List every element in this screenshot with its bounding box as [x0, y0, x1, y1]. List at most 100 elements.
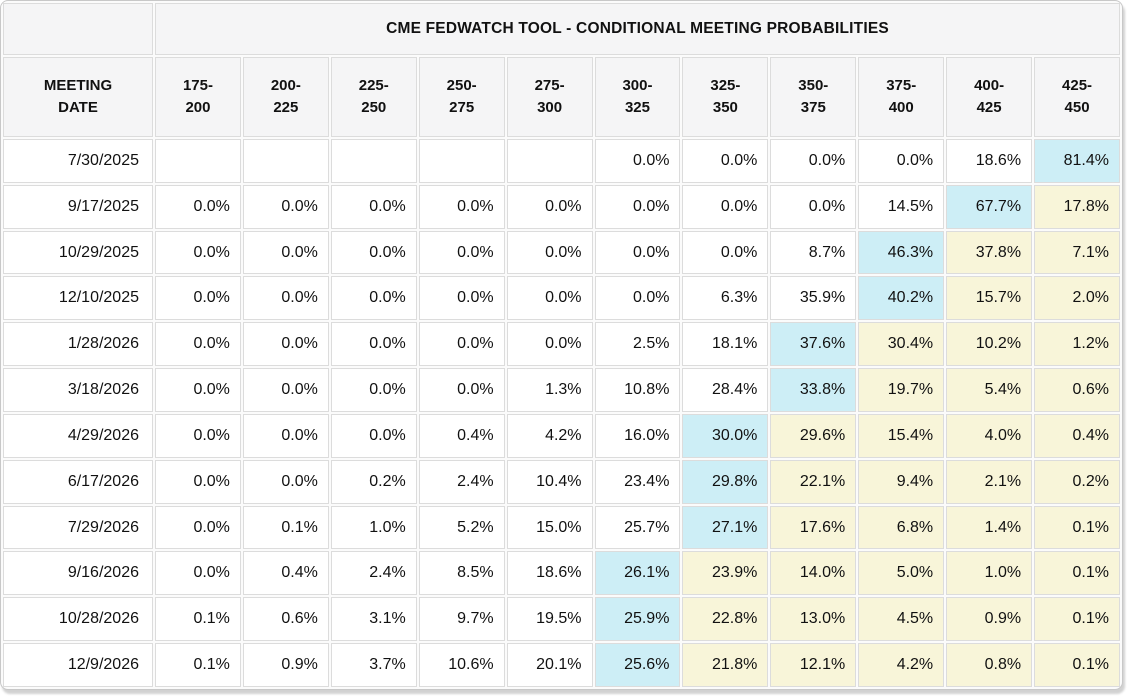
rate-range-header: 325- 350: [682, 57, 769, 137]
probability-cell: 23.9%: [682, 551, 769, 596]
probability-cell: 12.1%: [770, 643, 857, 687]
table-row: 1/28/2026 0.0% 0.0% 0.0% 0.0% 0.0% 2.5% 18.1% 37…: [3, 322, 1120, 367]
meeting-date-cell: 10/29/2025: [3, 230, 153, 275]
probability-cell: 0.4%: [418, 413, 505, 458]
probability-cell: 1.3%: [506, 368, 593, 412]
probability-cell: 0.2%: [1034, 459, 1120, 504]
probability-cell: 3.7%: [330, 643, 417, 687]
table-row: 10/29/2025 0.0% 0.0% 0.0% 0.0% 0.0% 0.0% 0.0% 8.…: [3, 230, 1120, 275]
probability-cell: 0.0%: [506, 184, 593, 229]
probability-cell: 16.0%: [594, 413, 681, 458]
probability-cell: 0.0%: [858, 139, 945, 183]
probability-cell: 29.8%: [682, 459, 769, 504]
probability-cell: 46.3%: [858, 230, 945, 275]
probability-cell: 81.4%: [1034, 139, 1120, 183]
probability-cell: 29.6%: [770, 413, 857, 458]
probability-cell: 0.9%: [242, 643, 329, 687]
probability-cell: 0.0%: [330, 413, 417, 458]
probability-cell: 0.0%: [155, 322, 241, 367]
probability-cell: 0.4%: [1034, 413, 1120, 458]
probability-cell: 37.6%: [770, 322, 857, 367]
probability-cell: 5.4%: [946, 368, 1033, 412]
probability-cell: 0.0%: [155, 276, 241, 321]
probability-cell: 4.2%: [858, 643, 945, 687]
probability-cell: 10.2%: [946, 322, 1033, 367]
probability-cell: 5.0%: [858, 551, 945, 596]
probability-cell: 2.5%: [594, 322, 681, 367]
probability-cell: 3.1%: [330, 597, 417, 642]
probability-cell: 67.7%: [946, 184, 1033, 229]
probability-cell: [155, 139, 241, 183]
probability-cell: 4.2%: [506, 413, 593, 458]
probability-cell: 0.0%: [155, 230, 241, 275]
rate-range-header: 275- 300: [506, 57, 593, 137]
table-row: 12/10/2025 0.0% 0.0% 0.0% 0.0% 0.0% 0.0% 6.3% 35…: [3, 276, 1120, 321]
probability-cell: 30.0%: [682, 413, 769, 458]
probability-cell: 2.0%: [1034, 276, 1120, 321]
probability-cell: 0.0%: [155, 184, 241, 229]
probability-cell: 9.7%: [418, 597, 505, 642]
probability-cell: 23.4%: [594, 459, 681, 504]
probability-cell: 25.6%: [594, 643, 681, 687]
probability-cell: 0.1%: [155, 643, 241, 687]
probability-cell: 0.0%: [594, 139, 681, 183]
probability-cell: 15.0%: [506, 505, 593, 550]
probability-cell: 0.0%: [418, 368, 505, 412]
meeting-date-cell: 6/17/2026: [3, 459, 153, 504]
probability-cell: 15.4%: [858, 413, 945, 458]
rate-range-header: 350- 375: [770, 57, 857, 137]
probability-cell: 0.0%: [506, 322, 593, 367]
probability-cell: 0.0%: [506, 276, 593, 321]
table-row: 10/28/2026 0.1% 0.6% 3.1% 9.7% 19.5% 25.9% 22.8…: [3, 597, 1120, 642]
rate-range-header: 300- 325: [594, 57, 681, 137]
probability-cell: 0.0%: [155, 459, 241, 504]
table-row: 7/29/2026 0.0% 0.1% 1.0% 5.2% 15.0% 25.7% 27.1%…: [3, 505, 1120, 550]
corner-cell: [3, 3, 153, 55]
meeting-date-cell: 12/9/2026: [3, 643, 153, 687]
probability-cell: 18.1%: [682, 322, 769, 367]
table-row: 3/18/2026 0.0% 0.0% 0.0% 0.0% 1.3% 10.8% 28.4% 3…: [3, 368, 1120, 412]
table-row: 7/30/2025 0.0% 0.0% 0.0% 0.0% 18.6% 81.4%: [3, 139, 1120, 183]
probability-cell: 0.0%: [242, 368, 329, 412]
probability-cell: 1.0%: [946, 551, 1033, 596]
table-title: CME FEDWATCH TOOL - CONDITIONAL MEETING …: [155, 3, 1120, 55]
probability-cell: 1.4%: [946, 505, 1033, 550]
probability-cell: 0.0%: [330, 276, 417, 321]
probability-cell: 10.4%: [506, 459, 593, 504]
probability-cell: 0.0%: [330, 184, 417, 229]
probability-cell: [242, 139, 329, 183]
probability-cell: 0.0%: [418, 230, 505, 275]
probability-cell: 0.1%: [1034, 505, 1120, 550]
probability-cell: 0.1%: [242, 505, 329, 550]
probability-cell: 18.6%: [946, 139, 1033, 183]
probability-cell: 19.5%: [506, 597, 593, 642]
column-header-row: MEETING DATE 175- 200 200- 225 225- 250 250- 275 2…: [3, 57, 1120, 137]
probability-cell: 0.1%: [1034, 643, 1120, 687]
table-row: 6/17/2026 0.0% 0.0% 0.2% 2.4% 10.4% 23.4% 29.8%…: [3, 459, 1120, 504]
probability-cell: 19.7%: [858, 368, 945, 412]
probability-cell: 0.0%: [155, 505, 241, 550]
table-row: 4/29/2026 0.0% 0.0% 0.0% 0.4% 4.2% 16.0% 30.0% 2…: [3, 413, 1120, 458]
meeting-date-cell: 7/29/2026: [3, 505, 153, 550]
probability-cell: 17.8%: [1034, 184, 1120, 229]
title-row: CME FEDWATCH TOOL - CONDITIONAL MEETING …: [3, 3, 1120, 55]
probability-cell: 0.4%: [242, 551, 329, 596]
probability-cell: 22.1%: [770, 459, 857, 504]
probability-cell: 25.9%: [594, 597, 681, 642]
probability-cell: 0.0%: [242, 230, 329, 275]
rate-range-header: 375- 400: [858, 57, 945, 137]
probability-cell: 1.2%: [1034, 322, 1120, 367]
probability-cell: 17.6%: [770, 505, 857, 550]
probability-cell: 6.3%: [682, 276, 769, 321]
rate-range-header: 200- 225: [242, 57, 329, 137]
probability-cell: 13.0%: [770, 597, 857, 642]
probability-cell: 0.0%: [682, 230, 769, 275]
probability-cell: 25.7%: [594, 505, 681, 550]
probability-cell: 0.1%: [1034, 551, 1120, 596]
probability-cell: 37.8%: [946, 230, 1033, 275]
probability-cell: 28.4%: [682, 368, 769, 412]
probability-cell: 15.7%: [946, 276, 1033, 321]
probability-cell: 0.0%: [242, 413, 329, 458]
probability-cell: [418, 139, 505, 183]
probability-cell: 5.2%: [418, 505, 505, 550]
